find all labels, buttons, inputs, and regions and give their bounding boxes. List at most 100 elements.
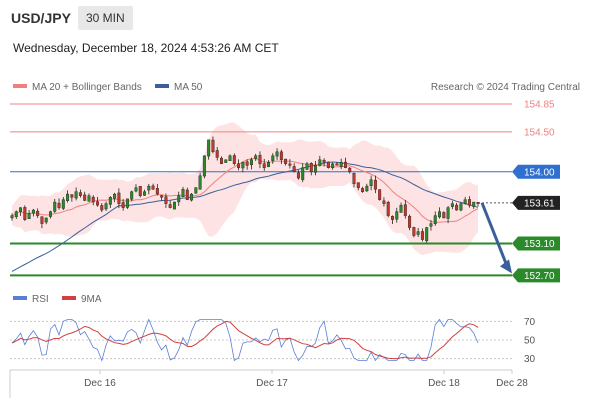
forecast-arrow-head: [500, 259, 512, 274]
level-labels: 154.85 154.50 154.00 153.61 153.10 152.70: [512, 99, 560, 283]
timeframe-badge[interactable]: 30 MIN: [78, 6, 133, 30]
candle-body: [228, 155, 232, 161]
candle-body: [61, 199, 65, 209]
candle-body: [160, 195, 164, 198]
candle-body: [117, 192, 121, 204]
candle-body: [425, 227, 429, 242]
symbol-title: USD/JPY: [11, 10, 71, 26]
candle-body: [476, 201, 480, 204]
candle-body: [151, 185, 155, 190]
rsi-tick-30: 30: [524, 354, 536, 365]
rsi-legend-label: RSI: [32, 294, 49, 305]
candle-body: [318, 159, 322, 166]
candle-body: [279, 151, 283, 160]
candle-body: [433, 215, 437, 224]
credit-label: Research © 2024 Trading Central: [431, 82, 580, 93]
candle-body: [356, 182, 360, 188]
candles: [10, 136, 480, 243]
candle-body: [143, 191, 147, 196]
ma50-legend-label: MA 50: [174, 82, 203, 93]
candle-body: [271, 155, 275, 161]
candle-body: [168, 204, 172, 208]
candle-body: [254, 155, 258, 159]
candle-body: [399, 205, 403, 213]
candle-body: [215, 150, 219, 158]
candle-body: [31, 209, 35, 214]
candle-body: [305, 163, 309, 170]
candle-body: [87, 195, 91, 202]
forecast-arrow-shaft: [480, 202, 508, 264]
candle-body: [232, 155, 236, 164]
candle-body: [134, 187, 138, 192]
candle-body: [10, 215, 14, 219]
candle-body: [78, 192, 82, 196]
x-tick-label: Dec 17: [256, 378, 288, 389]
ma20-legend-swatch: [13, 84, 27, 88]
rsi-ma-line: [11, 320, 479, 360]
candle-body: [40, 216, 44, 224]
candle-body: [108, 197, 112, 205]
candle-body: [185, 189, 189, 200]
candle-body: [164, 196, 168, 204]
rsi-tick-70: 70: [524, 317, 536, 328]
candle-body: [386, 201, 390, 216]
candle-body: [369, 179, 373, 186]
candle-body: [249, 159, 253, 166]
header-bar: USD/JPY 30 MIN: [0, 0, 590, 36]
level-label-154.50: 154.50: [524, 127, 555, 138]
candle-body: [314, 165, 318, 173]
candle-body: [177, 195, 181, 203]
rsi-ma-legend-label: 9MA: [81, 294, 102, 305]
candle-body: [391, 215, 394, 220]
candle-body: [365, 185, 369, 192]
candle-body: [147, 185, 151, 191]
candle-body: [57, 202, 61, 208]
candle-body: [331, 163, 335, 169]
candle-body: [198, 175, 202, 190]
candle-body: [100, 205, 104, 211]
candle-body: [403, 204, 407, 216]
candle-body: [125, 198, 129, 208]
candle-body: [74, 191, 78, 199]
level-lines: [10, 103, 512, 277]
candle-body: [267, 161, 270, 167]
candle-body: [48, 211, 52, 217]
candle-body: [53, 201, 57, 212]
candle-body: [237, 163, 241, 168]
ma20-legend-label: MA 20 + Bollinger Bands: [32, 82, 142, 93]
candle-body: [181, 189, 185, 198]
candle-body: [113, 193, 117, 199]
x-tick-label: Dec 16: [84, 378, 116, 389]
candle-body: [296, 172, 300, 179]
bollinger-fill: [12, 122, 478, 256]
candle-body: [104, 203, 108, 210]
candle-body: [66, 193, 70, 201]
bollinger-band: [12, 122, 478, 256]
candle-body: [343, 161, 347, 168]
x-axis: Dec 16 Dec 17 Dec 18 Dec 28: [84, 370, 528, 389]
candle-body: [326, 161, 330, 168]
level-tag-154.00: [512, 164, 560, 179]
candle-body: [194, 187, 198, 194]
candle-body: [373, 179, 377, 190]
candle-body: [429, 223, 433, 227]
candle-body: [420, 231, 424, 240]
level-tag-153.61: [512, 195, 560, 210]
ma50-line: [11, 161, 479, 272]
candle-body: [463, 199, 467, 204]
candle-body: [27, 213, 31, 219]
ma20-line: [11, 158, 479, 223]
level-label-154.00: 154.00: [524, 167, 555, 178]
candle-body: [288, 163, 292, 166]
candle-body: [416, 231, 420, 235]
candle-body: [121, 202, 125, 208]
candle-body: [472, 201, 476, 207]
candle-body: [19, 207, 23, 212]
rsi-tick-50: 50: [524, 336, 536, 347]
candle-body: [438, 211, 442, 218]
candle-body: [23, 207, 27, 220]
candle-body: [361, 188, 365, 192]
candle-body: [36, 210, 40, 216]
candle-body: [190, 193, 194, 201]
candle-body: [395, 211, 399, 220]
